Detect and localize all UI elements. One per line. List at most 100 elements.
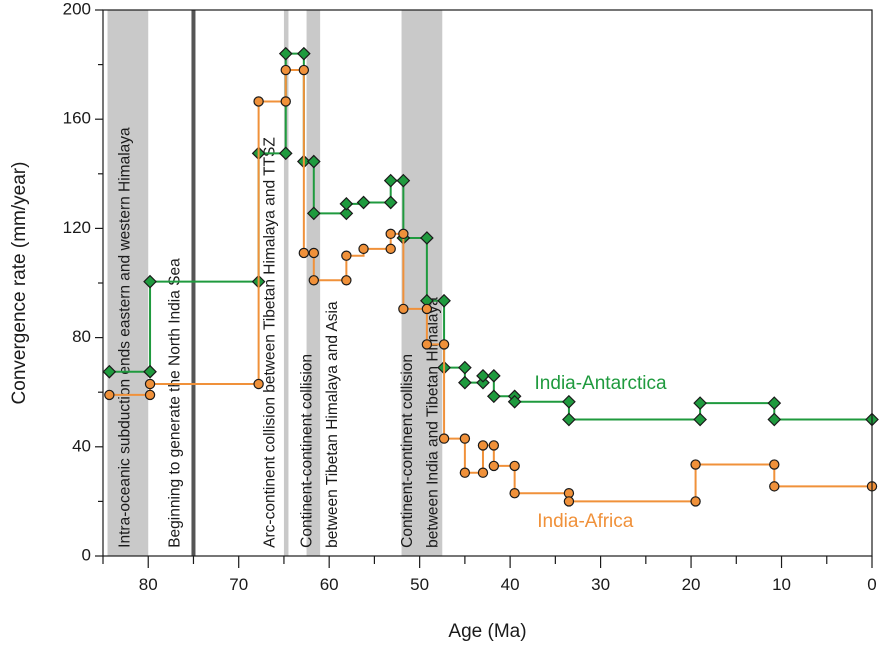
data-point: [298, 64, 310, 76]
data-point: [488, 460, 500, 472]
data-point: [769, 459, 780, 470]
data-point: [144, 389, 156, 401]
y-tick-label: 160: [63, 109, 91, 128]
y-tick-label: 0: [82, 545, 91, 564]
data-point: [306, 154, 321, 169]
series-group: India-Antarctica India-Africa: [102, 46, 879, 532]
series-line: [109, 52, 872, 421]
data-point: [144, 378, 156, 390]
event-annotation: between India and Tibetan Himalaya: [424, 297, 441, 548]
x-tick-label: 20: [682, 575, 701, 594]
data-point: [421, 303, 433, 315]
data-point: [278, 146, 293, 161]
data-point: [767, 396, 782, 410]
data-point: [308, 247, 319, 259]
data-point: [693, 412, 707, 427]
shaded-band: [107, 10, 149, 556]
data-point: [477, 440, 489, 451]
data-point: [358, 243, 369, 255]
data-point: [341, 275, 352, 286]
data-point: [298, 247, 310, 259]
data-point: [143, 274, 157, 289]
x-tick-label: 60: [320, 575, 339, 594]
x-tick-label: 40: [501, 575, 520, 594]
series-label: India-Antarctica: [535, 373, 667, 394]
y-tick-label: 120: [63, 218, 91, 237]
event-annotations: Intra-oceanic subduction ends eastern an…: [117, 127, 442, 548]
data-point: [341, 250, 352, 261]
event-annotation: Arc-continent collision between Tibetan …: [261, 137, 278, 548]
data-point: [486, 368, 501, 383]
data-point: [458, 375, 472, 390]
data-point: [437, 293, 451, 308]
series-line: [109, 69, 872, 503]
data-point: [690, 496, 701, 507]
event-annotation: Intra-oceanic subduction ends eastern an…: [117, 127, 134, 548]
data-point: [356, 195, 371, 210]
x-tick-label: 50: [410, 575, 429, 594]
event-annotation: Continent-continent collision: [299, 354, 316, 548]
data-point: [438, 339, 450, 350]
data-point: [767, 412, 782, 427]
axes: 80 70 60 50 40 30 20 10 0 0 40 80 120 160 200: [63, 0, 877, 594]
data-point: [562, 394, 576, 409]
y-tick-label: 200: [63, 0, 91, 18]
data-point: [562, 412, 576, 427]
data-point: [769, 481, 780, 492]
data-point: [509, 460, 520, 472]
series-india-antarctica: India-Antarctica: [102, 46, 879, 427]
data-point: [280, 64, 291, 76]
y-axis-title: Convergence rate (mm/year): [9, 162, 30, 405]
data-point: [421, 339, 433, 350]
data-point: [102, 364, 117, 379]
shaded-intervals: [107, 10, 443, 556]
x-tick-label: 10: [772, 575, 791, 594]
x-tick-label: 0: [867, 575, 876, 594]
data-point: [488, 440, 500, 451]
data-point: [383, 173, 398, 188]
event-annotation: Continent-continent collision: [399, 354, 416, 548]
data-point: [477, 467, 489, 478]
data-point: [509, 488, 520, 499]
data-point: [308, 275, 319, 286]
shaded-band: [283, 10, 289, 556]
series-india-africa: India-Africa: [104, 64, 878, 532]
data-point: [296, 46, 311, 61]
event-annotation: between Tibetan Himalaya and Asia: [324, 301, 341, 548]
data-point: [278, 46, 293, 61]
data-point: [459, 467, 471, 478]
data-point: [396, 173, 411, 188]
data-point: [398, 228, 409, 240]
data-point: [507, 394, 522, 409]
data-point: [693, 396, 707, 410]
data-point: [104, 389, 115, 401]
data-point: [438, 433, 450, 444]
x-axis-title: Age (Ma): [448, 621, 526, 642]
data-point: [385, 228, 396, 240]
data-point: [306, 206, 321, 221]
data-point: [476, 368, 490, 383]
data-point: [339, 206, 354, 221]
y-tick-label: 80: [72, 327, 91, 346]
data-point: [690, 459, 701, 470]
data-point: [385, 243, 396, 255]
shaded-band: [401, 10, 443, 556]
data-point: [143, 364, 157, 379]
series-label: India-Africa: [537, 511, 634, 532]
y-tick-label: 40: [72, 436, 91, 455]
x-tick-label: 70: [229, 575, 248, 594]
x-tick-label: 30: [591, 575, 610, 594]
data-point: [339, 196, 354, 211]
data-point: [280, 96, 291, 107]
data-point: [486, 389, 501, 404]
data-point: [459, 433, 471, 444]
event-annotation: Beginning to generate the North India Se…: [166, 258, 183, 548]
data-point: [398, 303, 409, 315]
data-point: [563, 496, 575, 507]
data-point: [383, 195, 398, 210]
data-point: [420, 231, 434, 245]
x-tick-label: 80: [139, 575, 158, 594]
data-point: [458, 360, 472, 375]
